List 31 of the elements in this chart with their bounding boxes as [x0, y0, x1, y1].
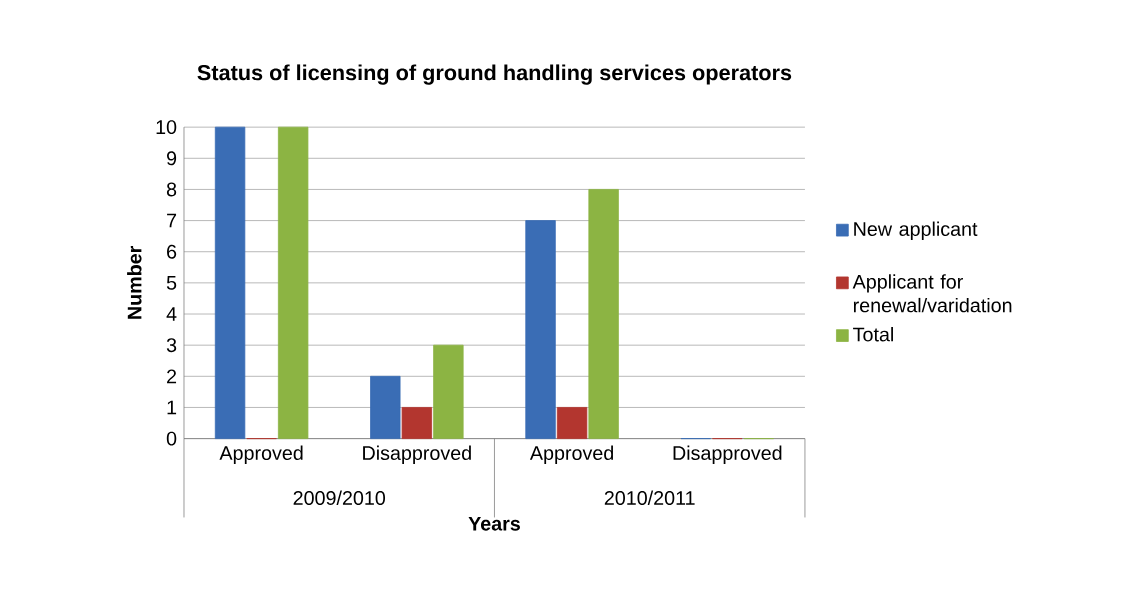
x-axis-title: Years — [468, 516, 520, 531]
text: 2009/2010 — [293, 490, 386, 505]
legend-label: New applicant — [854, 221, 978, 240]
bar — [370, 375, 401, 439]
bar — [556, 406, 588, 439]
y-tick-label: 1 — [167, 400, 177, 415]
bar — [588, 188, 619, 439]
x-tick-label: Approved — [529, 445, 614, 464]
y-tick-label: 4 — [166, 307, 177, 321]
y-tick-label: 5 — [166, 275, 177, 290]
bar — [277, 126, 309, 439]
legend-label: Applicant for renewal/varidation — [852, 274, 1012, 313]
chart-title: Status of licensing of ground handling services operators — [197, 64, 792, 85]
bar — [401, 406, 433, 439]
y-tick-label: 6 — [167, 244, 177, 259]
text: 2010/2011 — [604, 490, 695, 505]
x-tick-label: Disapproved — [363, 445, 471, 464]
legend-label: Total — [853, 326, 893, 342]
bar — [214, 126, 246, 439]
x-tick-label: Approved — [219, 445, 303, 464]
bar — [433, 344, 464, 439]
bar — [525, 220, 556, 439]
y-tick-label: 10 — [156, 120, 177, 135]
y-tick-label: 2 — [167, 369, 177, 384]
y-tick-label: 9 — [166, 151, 177, 166]
x-tick-label: Disapproved — [673, 445, 782, 464]
y-tick-label: 8 — [166, 182, 177, 197]
y-tick-label: 7 — [167, 213, 177, 228]
y-tick-label: 0 — [166, 431, 177, 446]
y-tick-label: 3 — [166, 338, 177, 353]
y-axis-title: Number — [127, 245, 142, 319]
